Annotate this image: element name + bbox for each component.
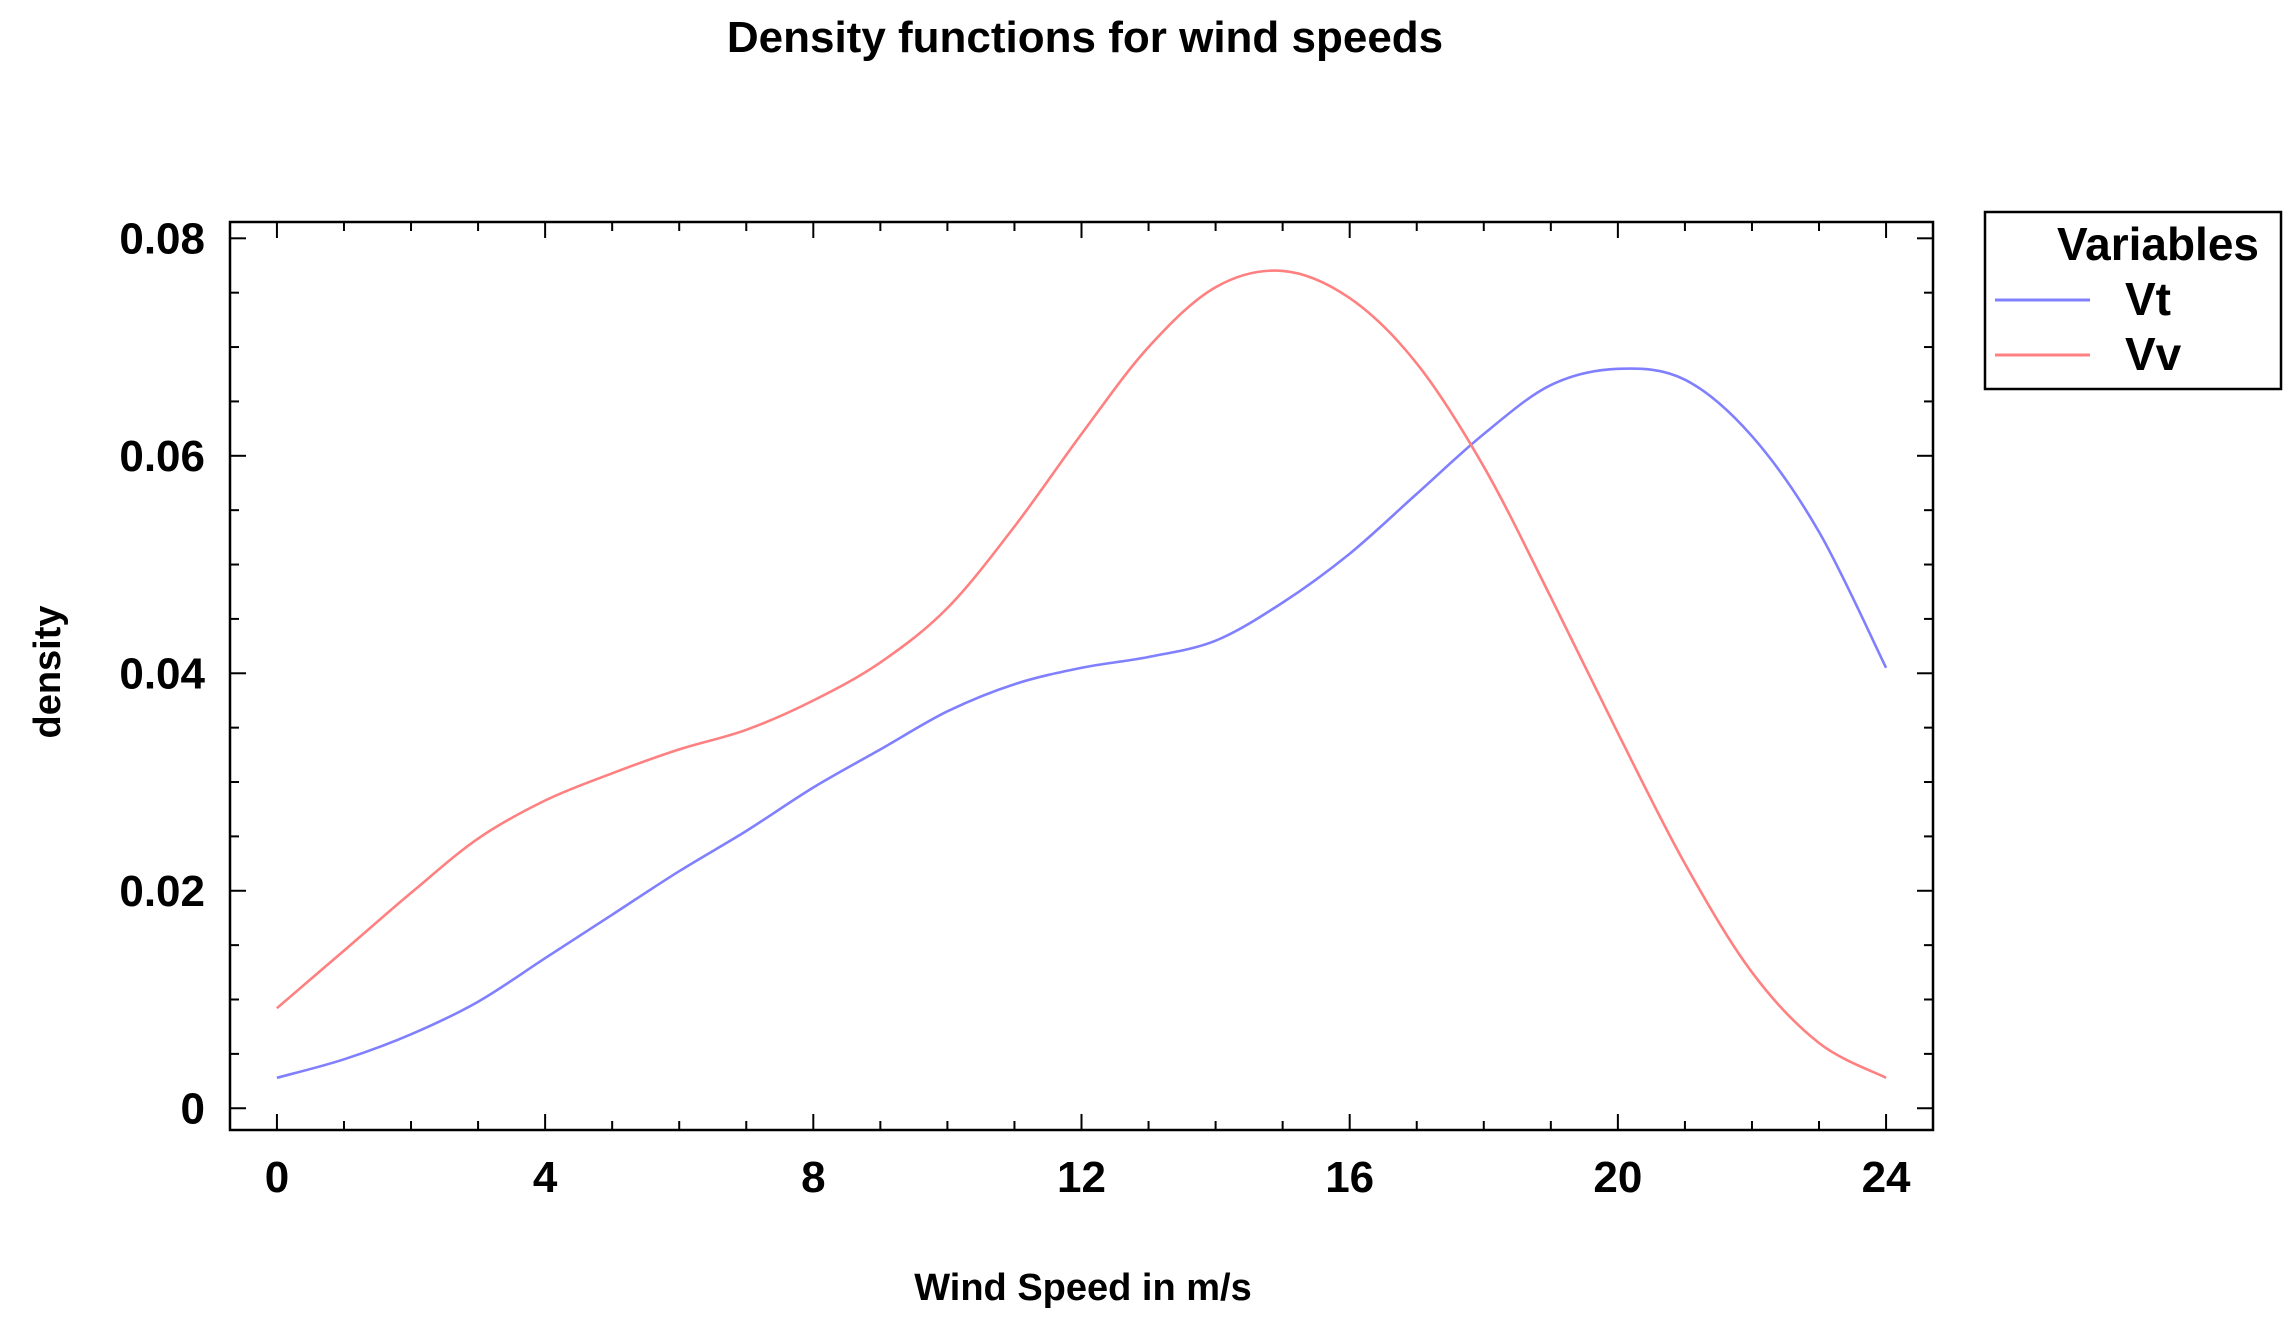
- chart-title: Density functions for wind speeds: [727, 13, 1443, 62]
- x-tick-label: 24: [1862, 1153, 1911, 1202]
- legend: Variables Vt Vv: [1983, 210, 2283, 391]
- y-tick-label: 0.02: [119, 867, 205, 916]
- y-tick-labels: 0 0.02 0.04 0.06 0.08: [119, 214, 205, 1133]
- series-line-vv: [276, 269, 1887, 1079]
- x-tick-label: 20: [1593, 1153, 1642, 1202]
- x-tick-labels: 0 4 8 12 16 20 24: [265, 1153, 1911, 1202]
- plot-area: [228, 220, 1935, 1132]
- x-tick-label: 12: [1057, 1153, 1106, 1202]
- legend-title: Variables: [2057, 218, 2259, 270]
- legend-label-vv: Vv: [2125, 328, 2182, 380]
- axis-ticks: [230, 222, 1933, 1130]
- series-lines: [276, 269, 1888, 1080]
- x-tick-label: 4: [533, 1153, 558, 1202]
- x-tick-label: 16: [1325, 1153, 1374, 1202]
- plot-frame: [228, 220, 1935, 1132]
- y-tick-label: 0: [181, 1084, 205, 1133]
- legend-label-vt: Vt: [2125, 273, 2171, 325]
- x-axis-label: Wind Speed in m/s: [914, 1267, 1251, 1309]
- series-line-vt: [276, 367, 1888, 1080]
- x-tick-label: 8: [801, 1153, 825, 1202]
- y-tick-label: 0.06: [119, 432, 205, 481]
- x-tick-label: 0: [265, 1153, 289, 1202]
- y-tick-label: 0.04: [119, 649, 205, 698]
- y-axis-label: density: [27, 605, 69, 738]
- y-tick-label: 0.08: [119, 214, 205, 263]
